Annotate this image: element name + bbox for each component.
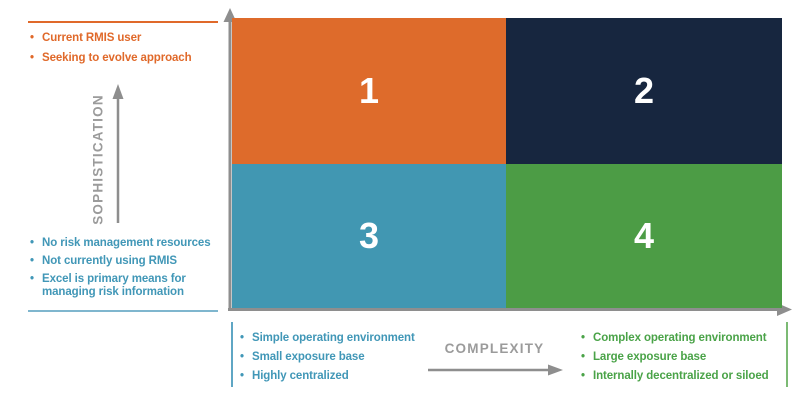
quadrant-4-number: 4 [633,215,655,256]
quadrant-2-number: 2 [633,70,655,111]
top-left-divider-line [28,21,218,23]
x-axis-label: COMPLEXITY [444,341,545,356]
note-line: Current RMIS user [30,31,192,45]
note-top-left: Current RMIS user Seeking to evolve appr… [30,31,192,71]
note-line: Complex operating environment [581,331,769,345]
note-line: Not currently using RMIS [30,254,211,268]
note-line: Simple operating environment [240,331,415,345]
quadrant-3-number: 3 [358,215,380,256]
quadrant-1: 1 [232,18,506,164]
complexity-arrow [428,364,563,376]
quadrant-4: 4 [506,164,782,308]
note-line: No risk management resources [30,236,211,250]
quadrant-grid: 1 2 3 4 [232,18,782,308]
sophistication-arrow [112,84,124,223]
quadrant-2: 2 [506,18,782,164]
quadrant-3: 3 [232,164,506,308]
note-line: Seeking to evolve approach [30,51,192,65]
mid-left-divider-line [28,310,218,312]
note-line: Internally decentralized or siloed [581,369,769,383]
note-mid-left: No risk management resources Not current… [30,236,211,303]
quadrant-1-number: 1 [358,70,380,111]
y-axis-label: SOPHISTICATION [90,94,106,225]
note-line: Excel is primary means for [30,272,211,286]
bottom-center-bracket-line [231,322,233,387]
note-bottom-right: Complex operating environment Large expo… [581,331,769,388]
bottom-right-bracket-line [786,322,788,387]
note-line-continuation: managing risk information [42,286,184,298]
note-line: Small exposure base [240,350,415,364]
note-line: Large exposure base [581,350,769,364]
note-bottom-center: Simple operating environment Small expos… [240,331,415,388]
note-line: Highly centralized [240,369,415,383]
